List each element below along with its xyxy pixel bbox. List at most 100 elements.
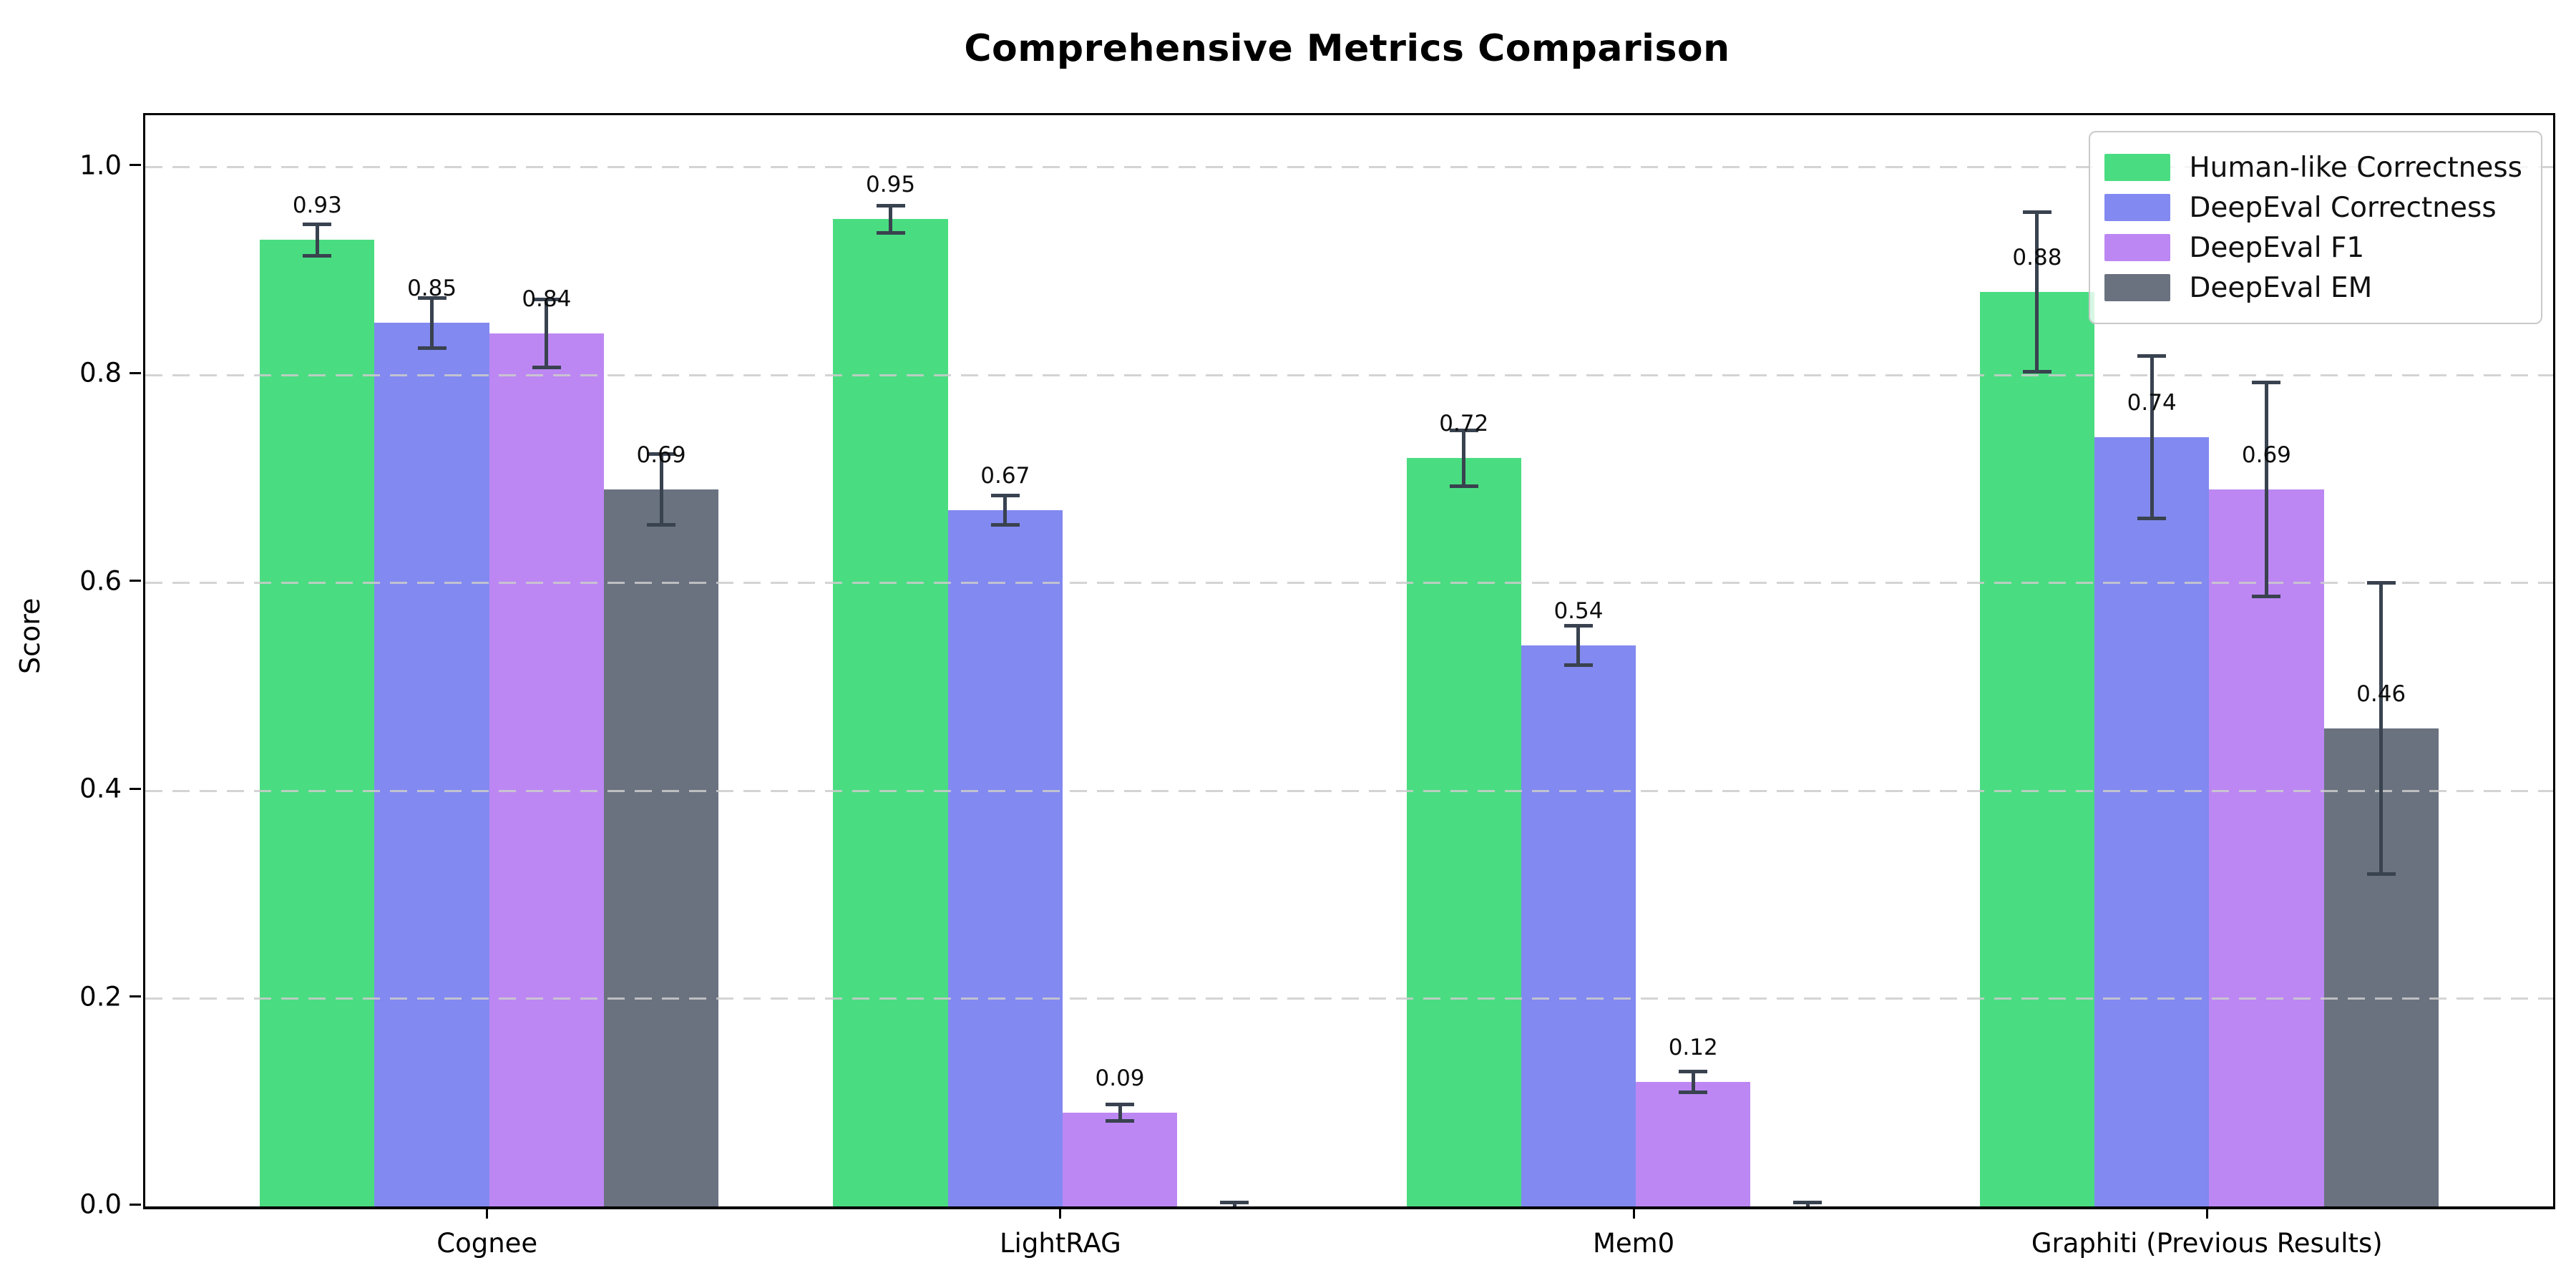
error-bar — [2150, 356, 2154, 519]
bar-value-label: 0.93 — [292, 192, 342, 219]
error-bar-cap-top — [1449, 428, 1478, 432]
bar-value-label: 0.69 — [2241, 441, 2291, 468]
gridline-1.0 — [145, 166, 2553, 169]
y-tick — [130, 1203, 141, 1206]
gridline-0.6 — [145, 582, 2553, 585]
legend-item: DeepEval EM — [2104, 270, 2522, 306]
x-tick-label-lightrag: LightRAG — [999, 1228, 1121, 1259]
error-bar-cap-bottom — [417, 346, 447, 350]
legend-swatch — [2104, 234, 2171, 261]
error-bar-cap-top — [417, 296, 447, 301]
legend-label: Human-like Correctness — [2189, 151, 2522, 184]
error-bar-cap-bottom — [1106, 1119, 1135, 1123]
gridline-0.8 — [145, 374, 2553, 376]
bar-value-label: 0.12 — [1668, 1034, 1718, 1060]
error-bar — [315, 224, 319, 256]
bar-value-label: 0.54 — [1553, 597, 1604, 624]
legend: Human-like Correctness DeepEval Correctne… — [2089, 131, 2542, 324]
x-tick-label-cognee: Cognee — [436, 1228, 538, 1259]
bar-cognee-s0 — [260, 240, 375, 1206]
bar-graphiti-s1 — [2094, 437, 2210, 1206]
error-bar-cap-bottom — [1449, 484, 1478, 488]
bar-mem0-s1 — [1521, 645, 1636, 1206]
legend-label: DeepEval EM — [2189, 271, 2373, 304]
error-bar-cap-bottom — [303, 253, 332, 258]
error-bar — [2379, 582, 2384, 874]
error-bar — [1118, 1104, 1122, 1121]
y-tick — [130, 164, 141, 167]
y-tick — [130, 787, 141, 790]
error-bar-cap-bottom — [2022, 370, 2051, 374]
bar-value-label: 0.69 — [636, 441, 686, 468]
error-bar-cap-top — [1563, 623, 1593, 628]
legend-item: DeepEval F1 — [2104, 230, 2522, 265]
error-bar — [1462, 430, 1466, 487]
gridline-0.4 — [145, 789, 2553, 792]
legend-item: Human-like Correctness — [2104, 150, 2522, 185]
bar-value-label: 0.09 — [1095, 1065, 1145, 1092]
bar-lightrag-s0 — [833, 219, 948, 1206]
y-axis-title: Score — [14, 597, 46, 674]
error-bar-cap-top — [1220, 1200, 1249, 1204]
error-bar-cap-top — [647, 452, 676, 456]
error-bar-cap-bottom — [1679, 1090, 1708, 1094]
bar-value-label: 0.85 — [407, 275, 457, 302]
bar-graphiti-s2 — [2209, 489, 2324, 1206]
error-bar — [545, 299, 549, 368]
bar-value-label: 0.84 — [522, 286, 572, 312]
legend-swatch — [2104, 274, 2171, 301]
y-tick-label: 0.6 — [79, 565, 122, 597]
bar-graphiti-s0 — [1979, 291, 2095, 1206]
error-bar — [1576, 625, 1581, 665]
bar-lightrag-s1 — [947, 509, 1063, 1206]
error-bar — [1232, 1202, 1236, 1206]
bar-value-label: 0.67 — [980, 462, 1030, 489]
error-bar-cap-top — [1679, 1069, 1708, 1073]
x-tick — [486, 1207, 489, 1219]
error-bar-cap-bottom — [647, 522, 676, 527]
y-tick — [130, 371, 141, 374]
error-bar — [1691, 1071, 1695, 1093]
x-tick-label-graphiti: Graphiti (Previous Results) — [2031, 1228, 2383, 1259]
bar-value-label: 0.74 — [2127, 390, 2177, 416]
gridline-0.2 — [145, 997, 2553, 1000]
plot-area: 0.93 0.95 0.72 0.88 0.85 0.67 0.54 0.74 0.84 0.09… — [143, 113, 2555, 1209]
error-bar-cap-bottom — [1563, 663, 1593, 667]
chart-title: Comprehensive Metrics Comparison — [964, 27, 1730, 70]
bar-cognee-s2 — [489, 333, 604, 1206]
bar-value-label: 0.72 — [1439, 411, 1489, 437]
legend-swatch — [2104, 194, 2171, 221]
plot-clip: 0.93 0.95 0.72 0.88 0.85 0.67 0.54 0.74 0.84 0.09… — [145, 115, 2553, 1206]
error-bar — [659, 454, 663, 525]
error-bar — [2035, 212, 2039, 372]
bar-mem0-s2 — [1636, 1081, 1751, 1206]
error-bar-cap-top — [876, 203, 905, 208]
error-bar-cap-top — [1106, 1103, 1135, 1107]
error-bar-cap-top — [990, 494, 1020, 498]
y-tick-label: 0.8 — [79, 357, 122, 389]
x-tick — [2205, 1207, 2208, 1219]
error-bar — [889, 205, 893, 233]
error-bar-cap-bottom — [2366, 872, 2396, 876]
error-bar-cap-bottom — [876, 230, 905, 235]
error-bar-cap-top — [532, 297, 561, 301]
legend-swatch — [2104, 154, 2171, 181]
bar-value-label: 0.88 — [2012, 244, 2062, 270]
bar-value-label: 0.46 — [2356, 680, 2406, 707]
y-tick-label: 0.2 — [79, 981, 122, 1013]
legend-label: DeepEval Correctness — [2189, 191, 2497, 224]
y-tick-label: 0.0 — [79, 1189, 122, 1220]
error-bar-cap-top — [2022, 210, 2051, 214]
error-bar — [1805, 1202, 1810, 1206]
bar-cognee-s1 — [374, 323, 489, 1206]
bar-cognee-s3 — [603, 489, 719, 1206]
y-tick-label: 0.4 — [79, 773, 122, 804]
error-bar-cap-bottom — [990, 522, 1020, 527]
error-bar-cap-bottom — [2137, 517, 2167, 521]
error-bar-cap-top — [1793, 1200, 1823, 1204]
legend-label: DeepEval F1 — [2189, 231, 2365, 264]
x-tick-label-mem0: Mem0 — [1592, 1228, 1675, 1259]
legend-item: DeepEval Correctness — [2104, 190, 2522, 225]
y-tick — [130, 580, 141, 582]
